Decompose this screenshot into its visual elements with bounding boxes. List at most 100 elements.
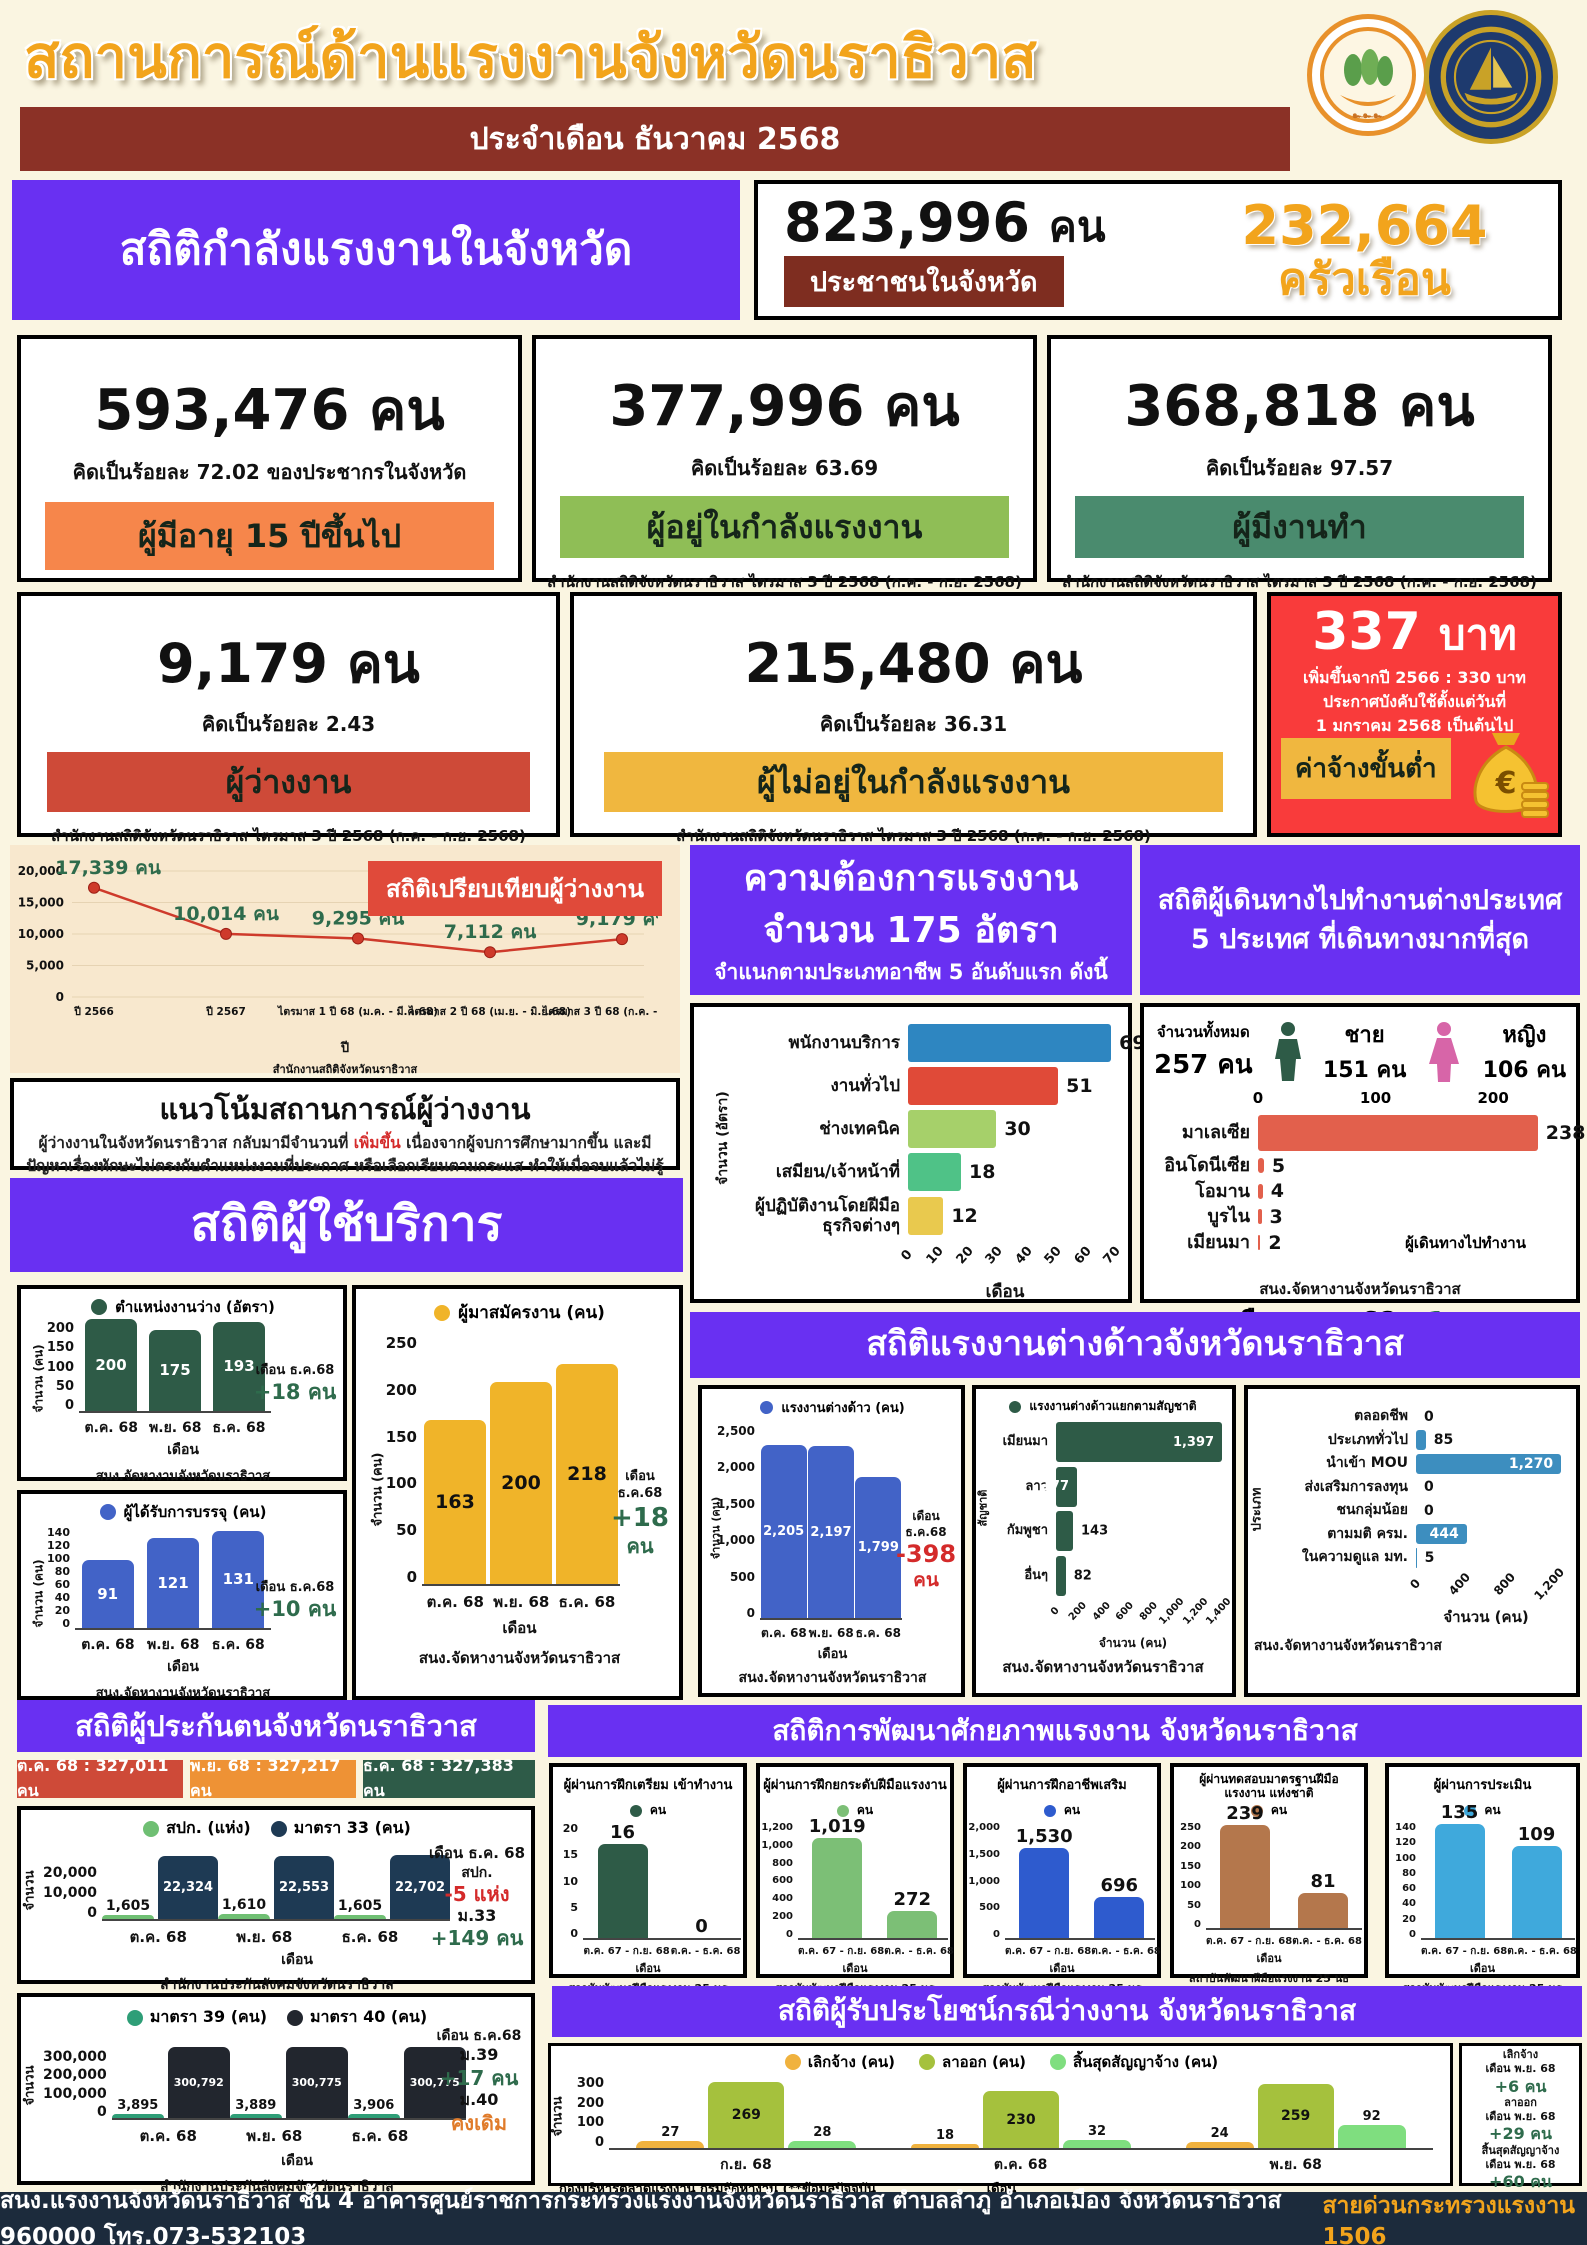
legend-row: คน bbox=[1391, 1801, 1574, 1820]
y-axis-title: จำนวน (คน) bbox=[31, 1559, 46, 1628]
legend-label: คน bbox=[1270, 1803, 1288, 1817]
chart-source: สนง.จัดหางานจังหวัดนราธิวาส bbox=[1254, 1638, 1442, 1654]
legend-row: ผู้มาสมัครงาน (คน) bbox=[364, 1299, 675, 1326]
svg-text:0: 0 bbox=[56, 990, 64, 1004]
hb-val-out: 5 bbox=[1424, 1549, 1435, 1566]
hb-lab: ตลอดชีพ bbox=[1354, 1408, 1408, 1425]
vb-ytick: 140 bbox=[47, 1526, 70, 1539]
vb-ytick: 500 bbox=[979, 1902, 1000, 1914]
hb-track: 30 bbox=[908, 1110, 1120, 1148]
stat-number: 215,480 คน bbox=[744, 632, 1083, 695]
vb-top: 20 15 10 5 0 16 0 bbox=[559, 1820, 741, 1940]
vb-barwrap: 16 bbox=[597, 1824, 648, 1938]
svg-text:๛๛๛: ๛๛๛ bbox=[1352, 111, 1384, 121]
hb-xtick rot: 0 bbox=[898, 1246, 916, 1264]
legend-item: สปก. (แห่ง) bbox=[143, 1816, 251, 1841]
vb-cat: พ.ย. 68 bbox=[236, 1928, 293, 1946]
vb-barwrap: 193 bbox=[213, 1322, 265, 1411]
x-axis-title: จำนวน (คน) bbox=[1098, 1636, 1168, 1650]
population-value: 823,996 bbox=[784, 190, 1030, 254]
total-value: 257 คน bbox=[1154, 1049, 1253, 1080]
population-chip: ประชาชนในจังหวัด bbox=[784, 256, 1064, 308]
hb-track: 18 bbox=[908, 1153, 1120, 1191]
vb-bar: 200 bbox=[490, 1382, 552, 1584]
hb-row: ประเภททั่วไป 85 bbox=[1266, 1430, 1568, 1450]
legend-label: สิ้นสุดสัญญาจ้าง (คน) bbox=[1072, 2053, 1219, 2071]
min-wage-note2: ประกาศบังคับใช้ตั้งแต่วันที่ bbox=[1322, 692, 1507, 711]
hb-bar bbox=[1056, 1555, 1066, 1596]
legend-row: คน bbox=[1176, 1801, 1362, 1820]
period-banner: ประจำเดือน ธันวาคม 2568 bbox=[20, 107, 1290, 171]
vb-ytick: 10 bbox=[562, 1874, 578, 1888]
vb-cats: ต.ค. 67 - ก.ย. 68 ต.ค. - ธ.ค. 68 bbox=[1421, 1944, 1577, 1959]
hb-val-out: 85 bbox=[1433, 1432, 1454, 1448]
vb-yticks: 200 150 100 50 0 bbox=[41, 1321, 79, 1413]
vb-lab-in: 121 bbox=[157, 1573, 189, 1592]
chart-source: สนง.จัดหางานจังหวัดนราธิวาส bbox=[418, 1649, 621, 1667]
vb-ytick: 5 bbox=[570, 1900, 578, 1914]
hb-bar: 177 bbox=[1042, 1466, 1078, 1507]
vb-cat: พ.ย. 68 bbox=[808, 1626, 854, 1640]
vb-barwrap: 32 bbox=[1062, 2125, 1131, 2148]
x-axis-title: เดือน bbox=[167, 1442, 199, 1458]
vb-cats: ต.ค. 67 - ก.ย. 68 ต.ค. - ธ.ค. 68 bbox=[1005, 1944, 1161, 1959]
hb-track: 69 bbox=[908, 1024, 1146, 1062]
hb-val-in: 1,270 bbox=[1508, 1455, 1554, 1472]
hb-bar bbox=[1258, 1158, 1264, 1174]
hb-row: เมียนมา 2 bbox=[1154, 1232, 1566, 1254]
hb-track: 143 bbox=[1056, 1511, 1226, 1551]
vb-barwrap: 81 bbox=[1298, 1873, 1348, 1928]
hb-row: มาเลเซีย 238 bbox=[1154, 1115, 1585, 1151]
vb-lab-above: 27 bbox=[661, 2125, 680, 2140]
hb-xtick rot: 20 bbox=[953, 1243, 977, 1268]
hb-xticks: 0 10 20 30 40 50 60 70 bbox=[898, 1242, 1123, 1276]
vb-lab-above: 696 bbox=[1100, 1875, 1139, 1896]
legend-dot-icon bbox=[760, 1401, 774, 1414]
vb-plot: 1,019 272 bbox=[798, 1818, 948, 1940]
trend-note-title: แนวโน้มสถานการณ์ผู้ว่างงาน bbox=[159, 1092, 531, 1126]
footer-bar: สนง.แรงงานจังหวัดนราธิวาส ชั้น 4 อาคารศู… bbox=[0, 2188, 1587, 2245]
x-axis-title: เดือน bbox=[1469, 1962, 1496, 1975]
dev-chart-title: ผู้ผ่านการฝึกอาชีพเสริม bbox=[997, 1778, 1127, 1794]
vb-group: 18 230 32 bbox=[910, 2091, 1131, 2148]
stat-card-not-in-labor-force: 215,480 คน คิดเป็นร้อยละ 36.31 ผู้ไม่อยู… bbox=[570, 592, 1257, 845]
legend-dot-icon bbox=[784, 2054, 801, 2070]
legend-label: สปก. (แห่ง) bbox=[166, 1818, 251, 1837]
vb-cat: ต.ค. 68 bbox=[139, 2127, 197, 2145]
chart-source: สถาบันพัฒนาฝีมือแรงงาน 25 นธ bbox=[1189, 1972, 1349, 1985]
overseas-title: สถิติผู้เดินทางไปทำงานต่างประเทศ 5 ประเท… bbox=[1157, 884, 1563, 955]
y-axis-title: ประเภท bbox=[1249, 1487, 1265, 1532]
hb-bar bbox=[1258, 1115, 1538, 1151]
vb-ytick: 50 bbox=[396, 1521, 417, 1540]
demand-title2: จำนวน 175 อัตรา bbox=[763, 909, 1059, 951]
benefits-chart-box: เลิกจ้าง (คน) ลาออก (คน) สิ้นสุดสัญญาจ้า… bbox=[548, 2043, 1453, 2218]
stat-percent: คิดเป็นร้อยละ 97.57 bbox=[1205, 456, 1394, 480]
vb-barwrap: 696 bbox=[1094, 1875, 1145, 1938]
vb-plot: 163 200 218 bbox=[422, 1332, 620, 1586]
vb-barwrap: 22,324 bbox=[158, 1856, 219, 1919]
x-axis-title: เดือน bbox=[842, 1962, 868, 1975]
population-box: 823,996 คน ประชาชนในจังหวัด 232,664 ครัว… bbox=[754, 180, 1562, 320]
hb-track: 177 bbox=[1042, 1466, 1226, 1507]
hb-xtick rot: 1,200 bbox=[1531, 1565, 1568, 1603]
hb-track: 0 bbox=[1416, 1501, 1568, 1521]
vb-group: 16 bbox=[597, 1824, 648, 1938]
legend-dot-icon bbox=[126, 2009, 143, 2026]
vb-ytick: 100 bbox=[47, 1552, 70, 1565]
hb-val-out: 5 bbox=[1271, 1154, 1286, 1177]
hb-bar bbox=[1258, 1209, 1262, 1225]
benefit-ann-resign: ลาออก เดือน พ.ย. 68 +29 คน bbox=[1462, 2096, 1579, 2144]
vb-bar bbox=[229, 2114, 282, 2118]
legend-dot-icon bbox=[143, 1820, 160, 1837]
hb-track: 0 bbox=[1416, 1407, 1568, 1427]
ann-label: ม.39 bbox=[459, 2045, 499, 2065]
vb-barwrap: 1,019 bbox=[809, 1818, 866, 1938]
vb-lab-in: 131 bbox=[222, 1570, 254, 1588]
legend-dot-icon bbox=[629, 1804, 642, 1817]
households-block: 232,664 ครัวเรือน bbox=[1171, 196, 1558, 304]
vb-yticks: 250 200 150 100 50 0 bbox=[1180, 1822, 1206, 1930]
vb-yticks: 20,000 10,000 0 bbox=[43, 1865, 102, 1921]
vb-barwrap: 121 bbox=[146, 1538, 199, 1628]
hero-title: สถิติกำลังแรงงานในจังหวัด bbox=[119, 224, 633, 276]
vb-lab-in: 300,792 bbox=[173, 2076, 224, 2089]
